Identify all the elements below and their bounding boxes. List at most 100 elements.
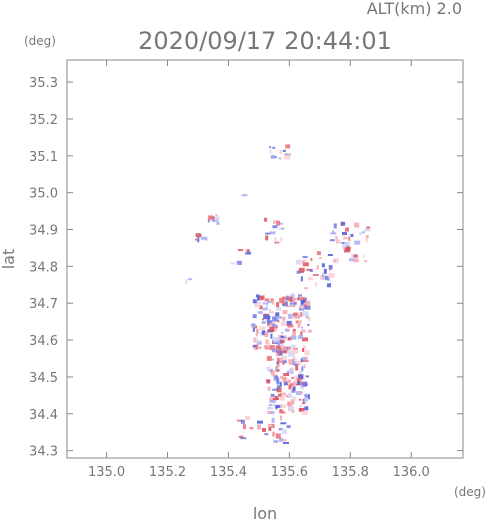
data-point <box>280 237 283 243</box>
data-point <box>330 239 335 242</box>
data-point <box>267 341 271 347</box>
data-point <box>272 398 279 401</box>
data-point <box>287 337 292 341</box>
data-point <box>257 424 261 430</box>
data-point <box>256 329 259 334</box>
data-point <box>275 406 278 410</box>
data-point <box>297 323 301 328</box>
data-point <box>291 303 297 306</box>
data-point <box>288 401 293 407</box>
data-point <box>238 435 244 438</box>
data-point <box>285 346 291 350</box>
data-point <box>298 398 302 401</box>
y-tick-label: 34.9 <box>29 224 58 239</box>
data-point <box>298 267 305 272</box>
data-point <box>243 424 246 430</box>
data-point <box>285 328 289 332</box>
data-point <box>273 221 276 224</box>
data-point <box>188 278 193 281</box>
data-point <box>294 375 299 381</box>
data-point <box>272 225 278 229</box>
data-point <box>296 297 301 301</box>
data-point <box>268 315 271 320</box>
data-point <box>264 332 269 338</box>
data-point <box>364 260 368 263</box>
data-point <box>302 348 304 352</box>
data-point <box>296 259 302 265</box>
data-point <box>299 383 303 388</box>
data-point <box>214 216 220 222</box>
data-point <box>254 303 261 308</box>
data-point <box>267 424 273 427</box>
data-point <box>280 375 284 379</box>
x-unit-label: (deg) <box>454 485 486 499</box>
data-point <box>304 350 310 356</box>
x-axis-label: lon <box>253 504 277 521</box>
data-point <box>272 348 279 353</box>
data-point <box>287 392 292 398</box>
data-point <box>333 258 339 264</box>
data-point <box>281 429 287 435</box>
data-point <box>282 296 289 301</box>
data-point <box>287 324 294 328</box>
data-point <box>304 305 311 310</box>
data-point <box>345 246 351 251</box>
data-point <box>278 222 284 225</box>
data-point <box>296 312 302 315</box>
data-point <box>282 350 287 354</box>
data-point <box>255 294 260 298</box>
data-point <box>303 393 308 397</box>
data-point <box>256 301 261 304</box>
data-point <box>292 396 296 400</box>
data-point <box>272 299 275 305</box>
data-point <box>262 428 266 432</box>
data-point <box>281 346 288 352</box>
data-point <box>270 399 277 403</box>
x-tick-label: 135.8 <box>332 465 369 480</box>
data-point <box>268 425 272 431</box>
data-point <box>296 270 301 274</box>
data-point <box>270 358 274 361</box>
altitude-label: ALT(km) 2.0 <box>367 0 462 18</box>
data-point <box>301 329 306 333</box>
data-point <box>296 360 302 366</box>
x-tick-label: 136.0 <box>393 465 430 480</box>
data-point <box>342 235 345 241</box>
data-point <box>279 381 282 387</box>
data-point <box>283 335 287 339</box>
data-point <box>282 316 286 320</box>
data-point <box>276 302 280 308</box>
data-point <box>287 313 293 319</box>
data-point <box>364 228 371 232</box>
data-point <box>304 356 307 361</box>
data-point <box>261 331 266 336</box>
data-point <box>301 410 308 415</box>
data-point <box>264 298 270 302</box>
data-point <box>257 340 261 343</box>
data-point <box>278 156 282 160</box>
data-point <box>301 260 305 264</box>
data-point <box>276 361 279 365</box>
data-point <box>296 391 302 395</box>
data-point <box>321 263 325 268</box>
data-point <box>259 326 266 331</box>
data-point <box>200 236 207 240</box>
data-point <box>257 311 263 314</box>
data-point <box>195 238 197 241</box>
data-point <box>274 395 279 400</box>
data-point <box>272 316 279 322</box>
data-point <box>366 226 371 230</box>
data-point <box>336 238 339 244</box>
data-point <box>306 268 313 271</box>
data-point <box>292 386 296 391</box>
data-point <box>295 365 299 371</box>
data-point <box>265 235 269 241</box>
y-tick-label: 34.5 <box>29 371 58 386</box>
data-point <box>365 235 369 239</box>
data-point <box>300 391 303 395</box>
data-point <box>289 367 294 373</box>
data-point <box>265 232 272 235</box>
data-point <box>256 340 262 345</box>
data-point <box>290 344 296 349</box>
